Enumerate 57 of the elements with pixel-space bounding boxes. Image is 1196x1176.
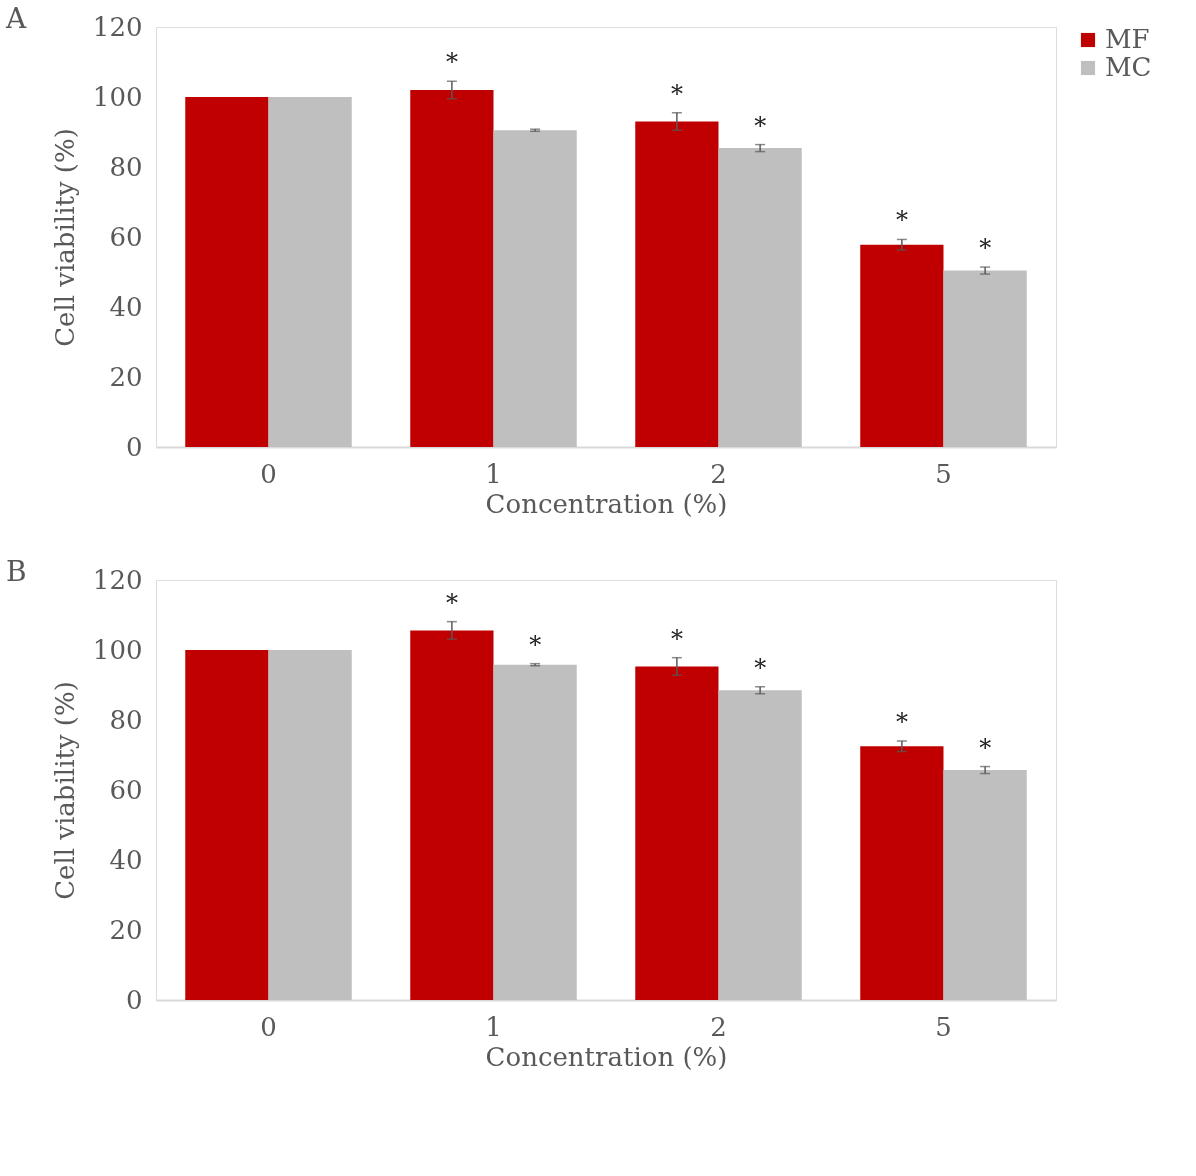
x-axis-title: Concentration (%) [485, 488, 728, 519]
y-tick-label: 0 [125, 431, 143, 462]
x-tick-label: 2 [710, 458, 727, 489]
bar [410, 90, 494, 447]
data-label: * [529, 630, 542, 659]
bar [185, 97, 269, 447]
bar [493, 130, 577, 447]
y-tick-label: 0 [125, 984, 143, 1015]
data-label: * [754, 111, 767, 140]
legend-label: MC [1105, 52, 1152, 82]
x-tick-label: 2 [710, 1011, 727, 1042]
bar [635, 121, 719, 447]
x-tick-label: 5 [935, 458, 952, 489]
y-tick-label: 40 [109, 844, 143, 875]
data-label: * [445, 48, 458, 77]
y-tick-label: 20 [109, 361, 143, 392]
bar [860, 244, 944, 447]
y-tick-label: 120 [92, 564, 143, 595]
y-tick-label: 80 [109, 704, 143, 735]
y-tick-label: 100 [92, 81, 143, 112]
y-tick-label: 100 [92, 634, 143, 665]
bar [410, 630, 494, 1000]
y-tick-label: 60 [109, 221, 143, 252]
data-label: * [670, 624, 683, 653]
y-tick-label: 60 [109, 774, 143, 805]
x-axis-title: Concentration (%) [485, 1041, 728, 1072]
x-tick-label: 0 [260, 458, 277, 489]
bar [268, 650, 352, 1000]
bar [943, 770, 1027, 1000]
y-tick-label: 120 [92, 11, 143, 42]
x-tick-label: 0 [260, 1011, 277, 1042]
x-tick-label: 1 [485, 1011, 502, 1042]
bar [635, 666, 719, 1000]
legend-label: MF [1105, 24, 1150, 54]
y-axis-title: Cell viability (%) [49, 128, 80, 347]
data-label: * [979, 733, 992, 762]
y-axis-title: Cell viability (%) [49, 681, 80, 900]
bar [493, 664, 577, 1000]
y-tick-label: 40 [109, 291, 143, 322]
bar [718, 148, 802, 447]
chart-title: B [6, 555, 27, 588]
chart-title: A [5, 2, 27, 35]
bar [943, 270, 1027, 447]
data-label: * [445, 588, 458, 617]
bar [718, 690, 802, 1000]
data-label: * [979, 234, 992, 263]
x-tick-label: 1 [485, 458, 502, 489]
bar [268, 97, 352, 447]
data-label: * [670, 79, 683, 108]
bar [185, 650, 269, 1000]
data-label: * [895, 708, 908, 736]
data-label: * [754, 653, 767, 682]
y-tick-label: 20 [109, 914, 143, 945]
bar [860, 746, 944, 1000]
data-label: * [895, 206, 908, 235]
y-tick-label: 80 [109, 151, 143, 182]
x-tick-label: 5 [935, 1011, 952, 1042]
